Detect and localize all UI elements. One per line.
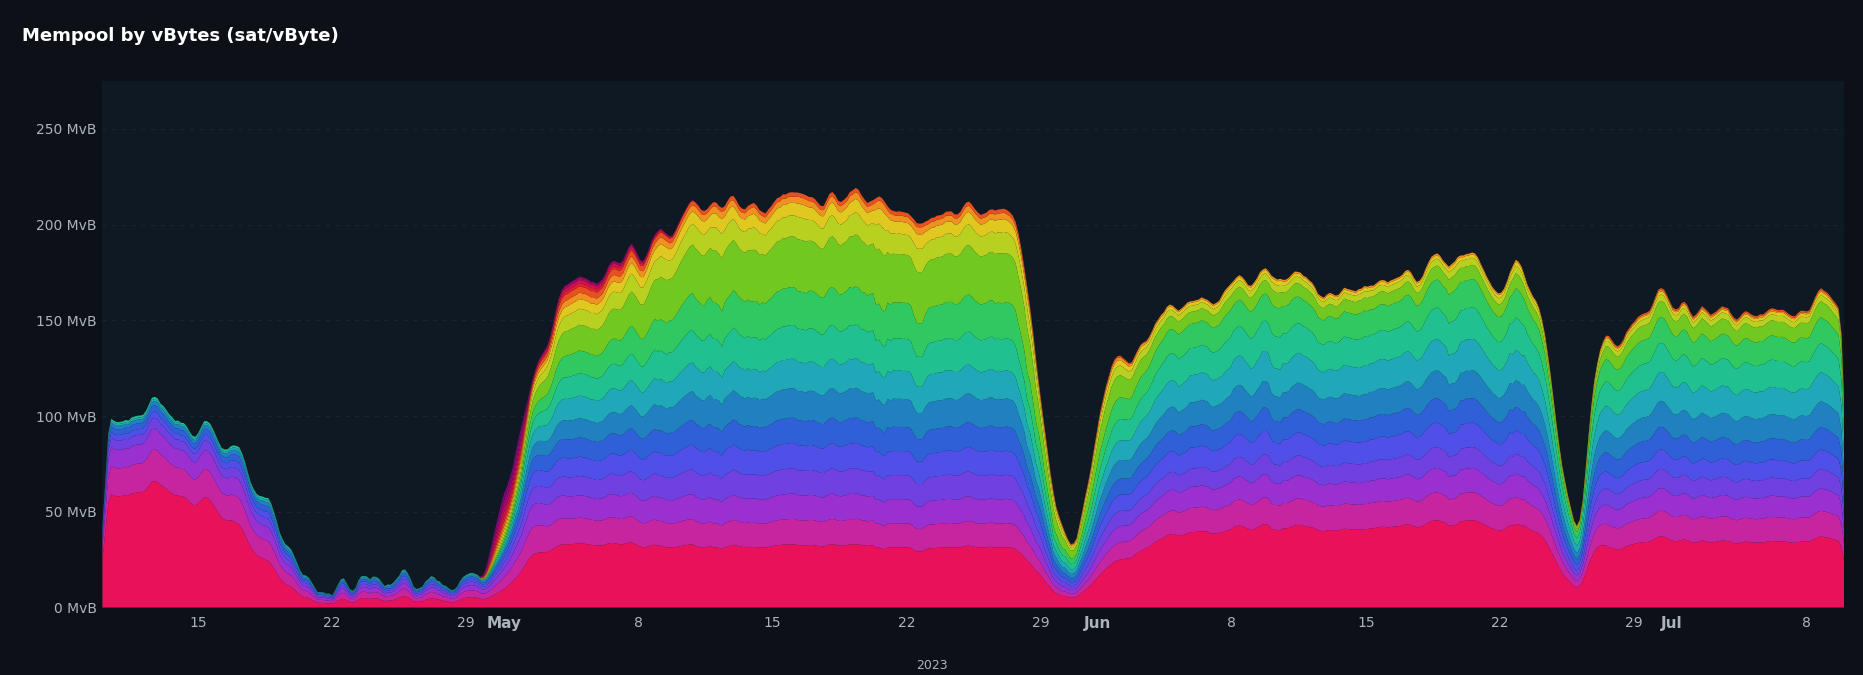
Text: 2023: 2023 (917, 659, 946, 672)
Text: Mempool by vBytes (sat/vByte): Mempool by vBytes (sat/vByte) (22, 27, 339, 45)
